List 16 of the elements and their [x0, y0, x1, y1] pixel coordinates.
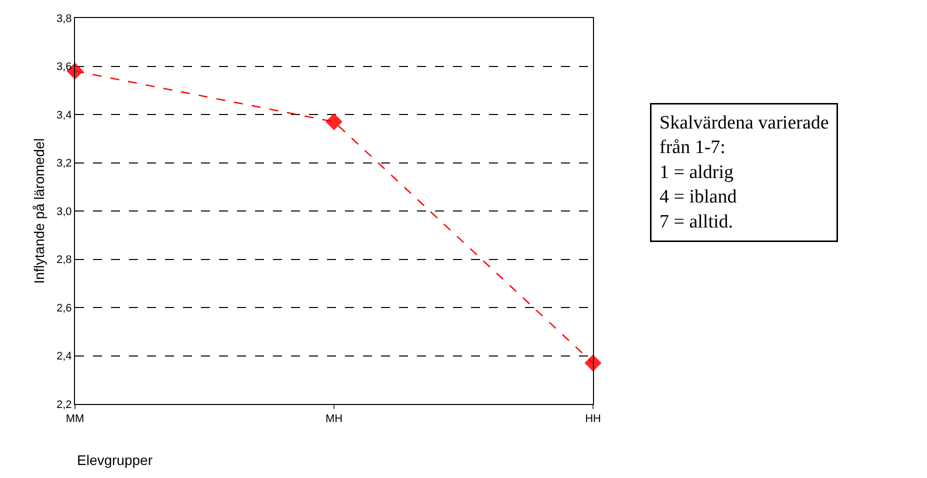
- y-tick-label: 3,8: [56, 12, 72, 25]
- y-tick-label: 2,6: [56, 302, 72, 314]
- y-tick-label: 3,2: [56, 158, 72, 170]
- y-tick-label: 2,2: [56, 398, 72, 411]
- y-axis-title: Inflytande på läromedel: [31, 138, 48, 284]
- x-axis-title: Elevgrupper: [77, 452, 153, 468]
- x-tick-label: HH: [585, 413, 601, 426]
- y-tick-label: 2,8: [56, 254, 72, 266]
- y-tick-label: 3,0: [56, 206, 72, 218]
- point: [326, 113, 342, 130]
- y-tick-label: 2,4: [56, 350, 72, 363]
- y-tick-label: 3,6: [56, 61, 72, 74]
- x-tick-label: MH: [325, 413, 343, 426]
- y-tick-label: 3,4: [56, 109, 72, 122]
- text: Skalvärdena varierade från 1-7: 1 = aldrig 4 = ibland 7 = alltid.: [660, 112, 829, 232]
- x-tick-label: MM: [66, 413, 84, 426]
